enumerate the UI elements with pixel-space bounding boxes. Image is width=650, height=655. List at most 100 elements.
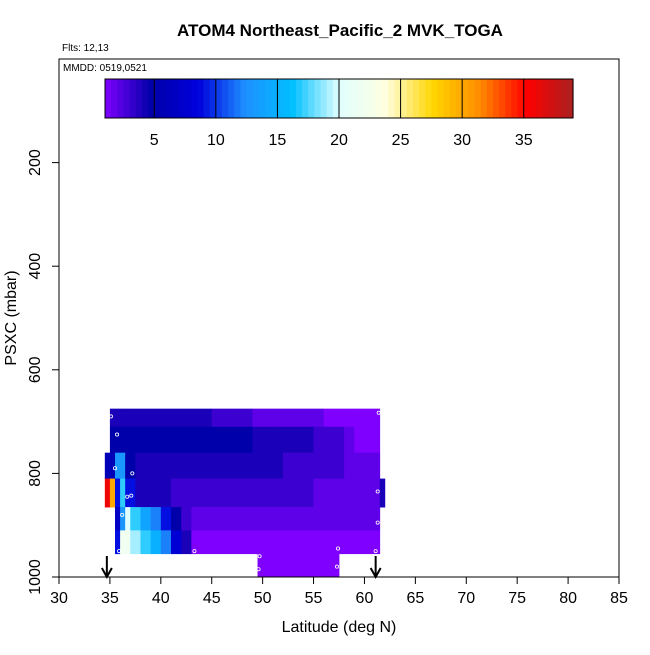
heatmap-cell: [191, 507, 314, 531]
x-tick-label: 75: [508, 590, 526, 607]
heatmap-cell: [171, 478, 264, 508]
colorbar-segment: [412, 79, 420, 118]
heatmap-cell: [313, 426, 325, 454]
colorbar-segment: [129, 79, 137, 118]
heatmap-cell: [323, 426, 345, 454]
colorbar-segment: [111, 79, 118, 118]
colorbar-segment: [560, 79, 568, 118]
heatmap-cell: [283, 452, 314, 479]
colorbar-segment: [105, 79, 112, 118]
colorbar-segment: [499, 79, 506, 118]
sample-point: [257, 554, 262, 559]
colorbar-segment: [419, 79, 426, 118]
sample-point: [334, 564, 339, 569]
heatmap-cell: [109, 408, 121, 428]
colorbar-segment: [135, 79, 143, 118]
colorbar-segment: [320, 79, 328, 118]
colorbar-segment: [178, 79, 186, 118]
sample-point: [376, 410, 381, 415]
colorbar-segment: [277, 79, 285, 118]
heatmap-cell: [120, 426, 253, 454]
heatmap-cell: [171, 507, 182, 531]
colorbar-segment: [215, 79, 223, 118]
colorbar-segment: [468, 79, 476, 118]
sample-point: [256, 567, 261, 572]
heatmap-cell: [283, 553, 340, 578]
heatmap-cell: [125, 452, 136, 479]
heatmap-cell: [171, 530, 182, 555]
x-axis-label: Latitude (deg N): [282, 619, 397, 636]
colorbar-segment: [326, 79, 334, 118]
x-tick-label: 80: [559, 590, 577, 607]
colorbar-segment: [339, 79, 346, 118]
heatmap-cell: [313, 507, 381, 531]
colorbar-segment: [271, 79, 279, 118]
heatmap-cell: [262, 478, 314, 508]
colorbar-segment: [406, 79, 414, 118]
colorbar-segment: [529, 79, 537, 118]
heatmap-cell: [135, 478, 172, 508]
sample-point: [120, 512, 125, 517]
sample-point: [335, 546, 340, 551]
heatmap-cell: [109, 478, 116, 508]
heatmap-cell: [323, 408, 355, 428]
sample-point: [375, 520, 380, 525]
colorbar-tick-label: 25: [392, 132, 410, 149]
colorbar-segment: [240, 79, 248, 118]
colorbar-segment: [283, 79, 291, 118]
colorbar-segment: [505, 79, 513, 118]
sample-point: [108, 414, 113, 419]
x-axis: 30 35 40 45 50 55 60 65 70 75 80 85: [50, 577, 628, 607]
heatmap-cells: [104, 408, 386, 578]
colorbar-segment: [185, 79, 192, 118]
colorbar-segment: [123, 79, 131, 118]
colorbar-segment: [369, 79, 377, 118]
colorbar-segment: [400, 79, 408, 118]
heatmap-cell: [115, 507, 121, 531]
sample-point: [117, 549, 122, 554]
x-tick-label: 65: [406, 590, 424, 607]
colorbar-segment: [462, 79, 469, 118]
heatmap-cell: [354, 426, 381, 454]
x-tick-label: 30: [50, 590, 68, 607]
heatmap-cell: [257, 553, 284, 578]
y-tick-label: 200: [27, 149, 44, 176]
colorbar-segment: [191, 79, 198, 118]
heatmap-cell: [150, 530, 162, 555]
heatmap-cell: [313, 452, 345, 479]
heatmap-cell: [104, 478, 111, 508]
colorbar-segment: [234, 79, 242, 118]
heatmap-cell: [120, 530, 131, 555]
sample-points: [108, 410, 381, 572]
colorbar-segment: [258, 79, 266, 118]
heatmap-cell: [344, 426, 355, 454]
colorbar-segment: [308, 79, 315, 118]
heatmap-cell: [252, 408, 274, 428]
x-tick-label: 60: [356, 590, 374, 607]
colorbar-segment: [486, 79, 494, 118]
sample-point: [375, 489, 380, 494]
y-axis-label: PSXC (mbar): [3, 270, 20, 365]
colorbar-segment: [548, 79, 556, 118]
mmdd-text: MMDD: 0519,0521: [63, 63, 147, 74]
heatmap-cell: [140, 507, 152, 531]
heatmap-cell: [150, 507, 162, 531]
heatmap-cell: [232, 408, 253, 428]
colorbar-segment: [554, 79, 562, 118]
heatmap-cell: [191, 530, 381, 555]
colorbar-segment: [542, 79, 549, 118]
colorbar-segment: [203, 79, 211, 118]
sample-point: [130, 471, 135, 476]
heatmap-cell: [379, 478, 386, 508]
colorbar-segment: [314, 79, 322, 118]
sample-point: [129, 493, 134, 498]
heatmap-cell: [181, 530, 192, 555]
colorbar-segment: [252, 79, 260, 118]
colorbar-segment: [332, 79, 340, 118]
heatmap-cell: [115, 478, 121, 508]
x-tick-label: 40: [152, 590, 170, 607]
colorbar-segment: [456, 79, 463, 118]
colorbar-segment: [160, 79, 168, 118]
colorbar-segment: [375, 79, 383, 118]
colorbar-segment: [222, 79, 229, 118]
